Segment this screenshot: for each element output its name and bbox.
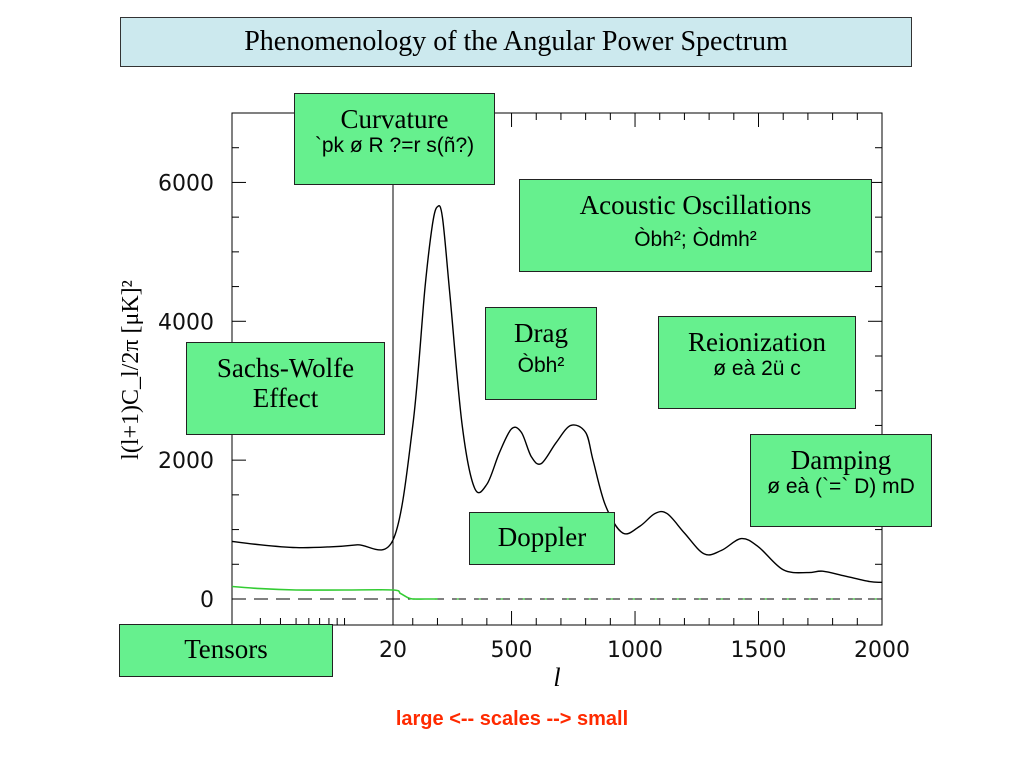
y-tick-label: 6000 <box>158 171 214 196</box>
x-axis-label: l <box>553 663 560 692</box>
damping-formula: ø eà (`=` D) mD <box>767 475 915 499</box>
curvature-label: Curvature `pk ø R ?=r s(ñ?) <box>294 93 495 185</box>
sachs-wolfe-title: Sachs-Wolfe Effect <box>216 353 355 414</box>
tick-labels: 0 2000 4000 6000 20 500 1000 1500 2000 <box>158 171 910 663</box>
curvature-formula: `pk ø R ?=r s(ñ?) <box>314 134 475 158</box>
temperature-spectrum-line <box>231 205 883 584</box>
curvature-title: Curvature <box>340 104 449 134</box>
damping-title: Damping <box>790 445 892 475</box>
tensors-label: Tensors <box>119 624 333 677</box>
tensors-title: Tensors <box>184 634 268 664</box>
y-axis-label: l(l+1)C_l/2π [μK]² <box>118 280 144 460</box>
acoustic-title: Acoustic Oscillations <box>579 190 812 220</box>
reionization-label: Reionization ø eà 2ü c <box>658 316 856 409</box>
damping-label: Damping ø eà (`=` D) mD <box>750 434 932 527</box>
x-tick-label: 2000 <box>854 638 910 663</box>
acoustic-formula: Òbh²; Òdmh² <box>634 228 757 252</box>
acoustic-oscillations-label: Acoustic Oscillations Òbh²; Òdmh² <box>519 179 872 272</box>
reionization-title: Reionization <box>688 327 826 357</box>
x-tick-label: 1500 <box>731 638 787 663</box>
plot-curves <box>231 205 883 600</box>
y-tick-label: 4000 <box>158 310 214 335</box>
drag-title: Drag <box>514 318 568 348</box>
sachs-wolfe-label: Sachs-Wolfe Effect <box>186 342 385 435</box>
x-tick-label: 1000 <box>607 638 663 663</box>
drag-formula: Òbh² <box>517 354 565 378</box>
drag-label: Drag Òbh² <box>485 307 597 400</box>
tensor-spectrum-line <box>231 585 438 600</box>
y-tick-label: 0 <box>200 588 214 613</box>
chart-title: Phenomenology of the Angular Power Spect… <box>120 17 912 67</box>
doppler-label: Doppler <box>469 512 615 565</box>
scale-caption: large <-- scales --> small <box>395 708 629 730</box>
x-tick-label: 20 <box>379 638 407 663</box>
x-tick-label: 500 <box>491 638 533 663</box>
y-tick-label: 2000 <box>158 449 214 474</box>
doppler-title: Doppler <box>497 522 587 552</box>
reionization-formula: ø eà 2ü c <box>713 357 801 381</box>
